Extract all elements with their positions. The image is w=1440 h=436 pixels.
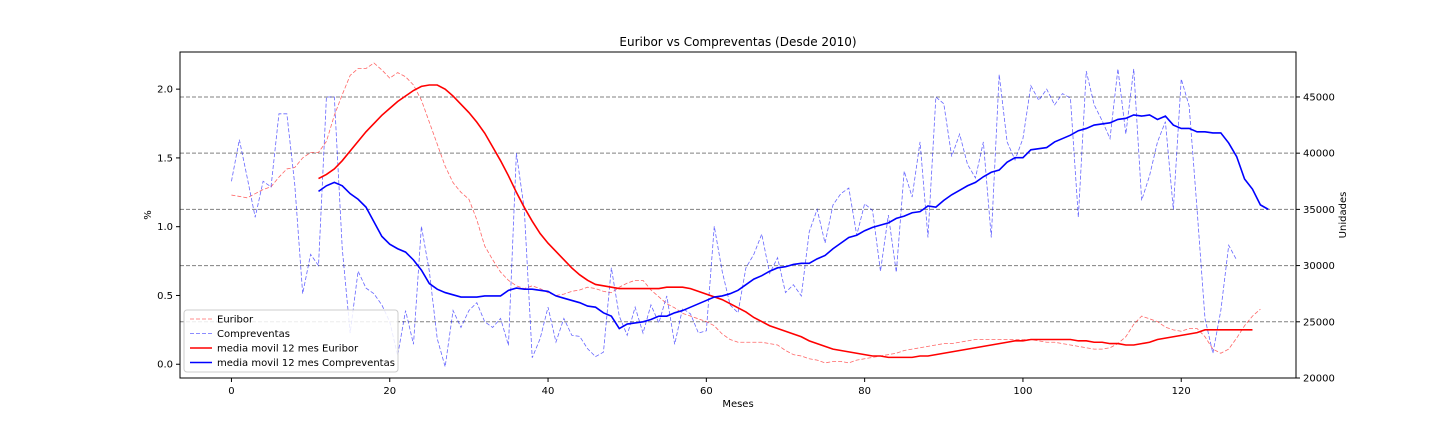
- x-axis-label: Meses: [722, 399, 753, 410]
- series-line-2: [318, 84, 1253, 359]
- y-left-tick-label-4: 2.0: [157, 85, 173, 96]
- x-tick-label-1: 20: [383, 386, 396, 397]
- x-tick-label-2: 40: [542, 386, 555, 397]
- x-tick-label-0: 0: [228, 386, 234, 397]
- y-left-tick-label-2: 1.0: [157, 222, 173, 233]
- legend-label-2: media movil 12 mes Euribor: [217, 344, 359, 355]
- axes-layer: 0 20 40 60 80 100 120 0.0 0.5 1.0 1.5 2.0 20000 25000…: [157, 51, 1335, 397]
- series-line-0: [231, 62, 1261, 364]
- y-right-tick-label-3: 35000: [1303, 205, 1335, 216]
- y-right-tick-label-5: 45000: [1303, 92, 1335, 103]
- y-axis-label-right: Unidades: [1338, 192, 1349, 239]
- x-tick-label-5: 100: [1013, 386, 1032, 397]
- y-right-tick-label-2: 30000: [1303, 261, 1335, 272]
- legend-box: [183, 309, 399, 373]
- y-left-tick-label-1: 0.5: [157, 291, 173, 302]
- y-axis-label-left: %: [143, 210, 154, 220]
- chart-title: Euribor vs Compreventas (Desde 2010): [619, 35, 856, 49]
- legend-label-3: media movil 12 mes Compreventas: [217, 358, 395, 369]
- legend-label-1: Compreventas: [217, 329, 290, 340]
- y-right-tick-label-1: 25000: [1303, 317, 1335, 328]
- y-left-tick-label-3: 1.5: [157, 153, 173, 164]
- legend-label-0: Euribor: [217, 315, 254, 326]
- y-right-tick-label-4: 40000: [1303, 149, 1335, 160]
- x-tick-label-6: 120: [1172, 386, 1191, 397]
- legend: Euribor Compreventas media movil 12 mes Eu…: [183, 309, 399, 373]
- y-left-tick-label-0: 0.0: [157, 360, 173, 371]
- y-right-tick-label-0: 20000: [1303, 374, 1335, 385]
- series-line-1: [231, 68, 1237, 367]
- plot-frame: [179, 51, 1297, 379]
- series-line-3: [318, 114, 1269, 330]
- x-tick-label-4: 80: [858, 386, 871, 397]
- series-layer: [231, 62, 1269, 367]
- x-tick-label-3: 60: [700, 386, 713, 397]
